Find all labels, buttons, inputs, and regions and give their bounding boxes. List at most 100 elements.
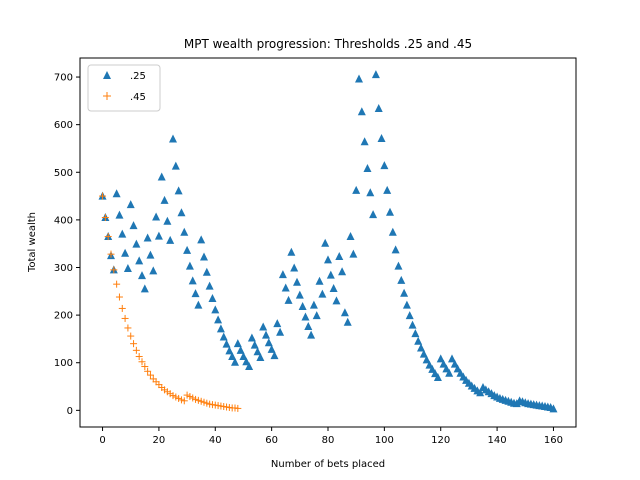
data-point xyxy=(357,107,366,116)
legend-marker-plus xyxy=(103,92,111,100)
data-point xyxy=(335,252,344,261)
data-point xyxy=(352,185,361,194)
y-tick-label: 500 xyxy=(54,168,73,179)
data-point xyxy=(115,293,123,301)
legend-label-series-1: .25 xyxy=(130,71,146,82)
data-point xyxy=(408,320,417,329)
data-point xyxy=(188,276,197,285)
data-point xyxy=(160,195,169,204)
data-point xyxy=(180,397,188,405)
data-point xyxy=(135,353,143,361)
data-point xyxy=(256,352,265,361)
data-point xyxy=(123,263,132,272)
data-point xyxy=(101,214,109,222)
data-point xyxy=(126,200,135,209)
data-point xyxy=(380,161,389,170)
data-point xyxy=(121,314,129,322)
data-point xyxy=(371,70,380,79)
data-point xyxy=(121,248,130,257)
y-tick-label: 300 xyxy=(54,263,73,274)
data-point xyxy=(183,245,192,254)
data-point xyxy=(194,300,203,309)
data-point xyxy=(414,336,423,345)
data-point xyxy=(115,210,124,219)
data-point xyxy=(132,346,140,354)
data-point xyxy=(152,212,161,221)
data-point xyxy=(298,302,307,311)
data-point xyxy=(214,315,223,324)
data-point xyxy=(140,284,149,293)
data-point xyxy=(318,289,327,298)
data-point xyxy=(307,330,316,339)
data-point xyxy=(185,261,194,270)
data-point xyxy=(149,266,158,275)
data-point xyxy=(231,357,239,366)
data-point xyxy=(239,352,248,361)
x-tick-label: 160 xyxy=(544,435,563,446)
data-point xyxy=(107,250,115,258)
data-point xyxy=(402,300,411,309)
y-axis-label: Total wealth xyxy=(27,212,38,273)
data-point xyxy=(270,351,279,360)
data-point xyxy=(439,359,448,368)
data-point xyxy=(154,231,163,240)
data-point xyxy=(127,332,135,340)
y-tick-label: 700 xyxy=(54,73,73,84)
x-tick-label: 120 xyxy=(431,435,450,446)
data-point xyxy=(180,227,189,236)
data-point xyxy=(233,339,242,348)
data-point xyxy=(200,252,208,261)
y-tick-label: 600 xyxy=(54,120,73,131)
data-point xyxy=(411,329,420,338)
data-point xyxy=(391,245,400,254)
data-point xyxy=(321,238,330,247)
data-point xyxy=(202,267,211,276)
x-tick-label: 80 xyxy=(322,435,335,446)
data-point xyxy=(295,290,304,299)
data-point xyxy=(363,163,372,172)
data-point xyxy=(422,355,431,364)
data-point xyxy=(324,255,332,264)
data-point xyxy=(110,266,118,274)
legend-box xyxy=(87,64,161,112)
data-point xyxy=(262,330,270,339)
plot-markers xyxy=(98,70,558,413)
data-point xyxy=(549,404,558,413)
data-point xyxy=(349,249,358,258)
data-point xyxy=(304,322,313,331)
chart-title: MPT wealth progression: Thresholds .25 a… xyxy=(184,37,472,51)
data-point xyxy=(281,283,290,292)
y-tick-label: 400 xyxy=(54,215,73,226)
legend: .25 .45 xyxy=(87,64,161,112)
data-point xyxy=(208,293,217,302)
data-point xyxy=(276,327,285,336)
data-point xyxy=(225,346,234,355)
data-point xyxy=(166,235,175,244)
data-point xyxy=(141,363,149,371)
data-point xyxy=(448,354,456,363)
data-point xyxy=(112,189,121,198)
legend-marker-triangle xyxy=(103,71,111,79)
data-point xyxy=(132,239,141,248)
data-point xyxy=(340,308,349,317)
x-tick-label: 60 xyxy=(265,435,278,446)
data-point xyxy=(138,271,146,280)
plot-frame xyxy=(79,57,577,428)
data-point xyxy=(346,232,355,241)
y-tick-label: 100 xyxy=(54,358,73,369)
data-point xyxy=(228,352,237,361)
x-tick-label: 140 xyxy=(488,435,507,446)
y-tick-label: 200 xyxy=(54,311,73,322)
x-axis: 0 20 40 60 80 100 120 140 160 xyxy=(99,427,563,446)
data-point xyxy=(338,267,347,276)
data-point xyxy=(264,338,273,347)
data-point xyxy=(146,371,154,379)
data-point xyxy=(332,296,341,305)
data-point xyxy=(360,137,369,146)
data-point xyxy=(130,340,138,348)
data-point xyxy=(236,345,245,354)
data-point xyxy=(405,311,414,320)
data-point xyxy=(177,208,186,217)
data-point xyxy=(138,358,146,366)
